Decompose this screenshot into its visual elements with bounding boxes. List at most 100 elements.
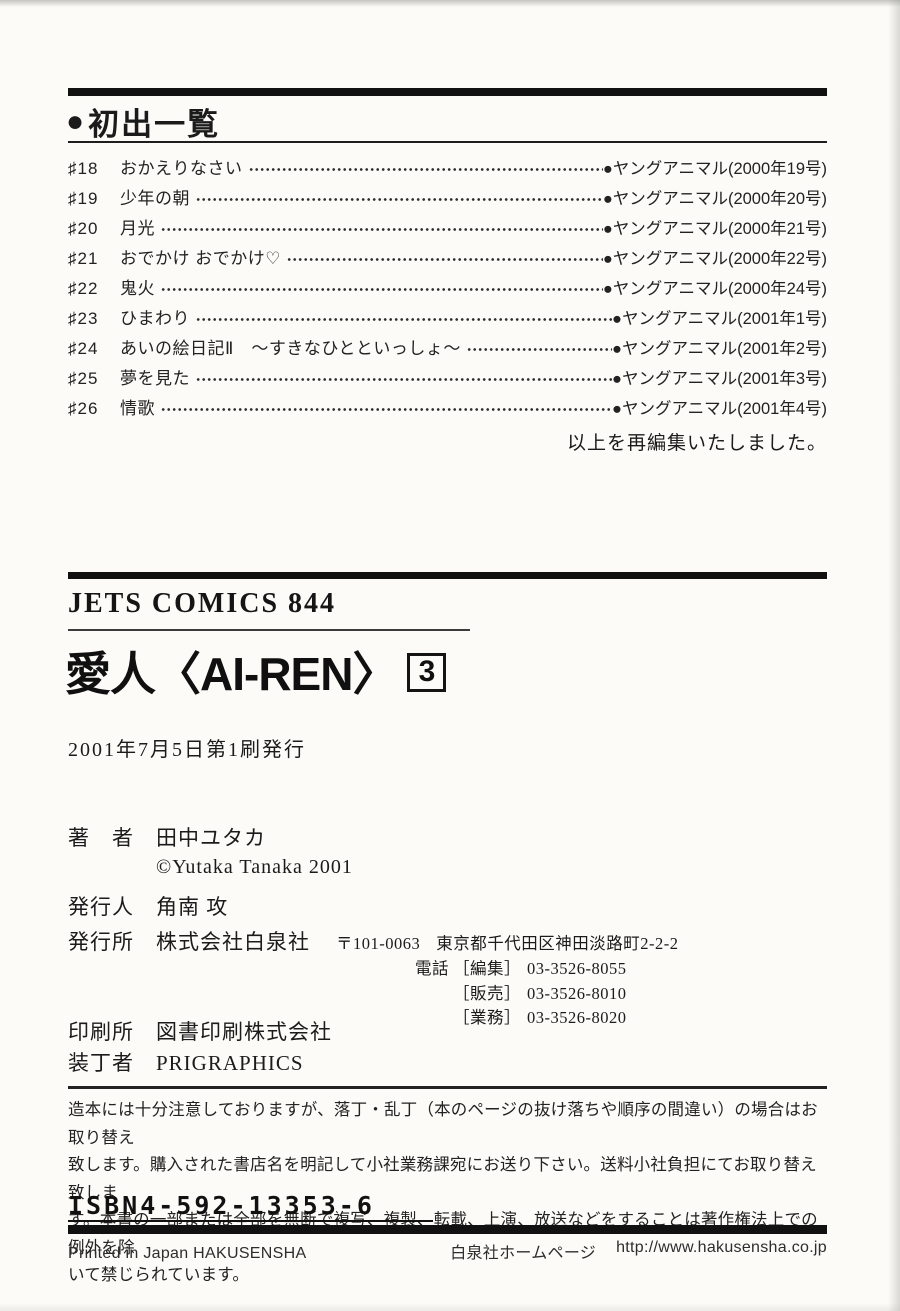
copyright-row: ©Yutaka Tanaka 2001	[68, 856, 353, 879]
list-item: ♯22 鬼火 ●ヤングアニマル(2000年24号)	[68, 274, 827, 304]
chapter-title: 鬼火	[120, 279, 155, 298]
magazine-source: ●ヤングアニマル(2000年21号)	[602, 220, 827, 238]
printed-in-label: Printed in Japan HAKUSENSHA	[68, 1245, 307, 1262]
magazine-source: ●ヤングアニマル(2000年24号)	[602, 280, 827, 298]
homepage-url: http://www.hakusensha.co.jp	[616, 1239, 827, 1256]
chapter-number: ♯21	[68, 249, 99, 268]
phone-number: 03-3526-8020	[527, 1008, 627, 1027]
volume-badge: 3	[407, 652, 447, 692]
dot-leader	[196, 375, 612, 383]
publisher-name: 角南 攻	[156, 895, 229, 919]
legal-notice: 造本には十分注意しておりますが、落丁・乱丁（本のページの抜け落ちや順序の間違い）…	[68, 1096, 827, 1289]
footer-divider-bar	[68, 1225, 827, 1234]
phone-dept: ［販売］	[453, 984, 521, 1003]
book-title: 愛人〈AI-REN〉 3	[65, 638, 447, 704]
magazine-source: ●ヤングアニマル(2000年19号)	[602, 160, 827, 178]
copyright-text: ©Yutaka Tanaka 2001	[156, 856, 353, 878]
first-appearance-heading-label: 初出一覧	[88, 107, 221, 142]
author-row: 著 者 田中ユタカ	[68, 822, 266, 852]
publishing-house-name: 株式会社白泉社	[156, 930, 310, 954]
chapter-title: あいの絵日記Ⅱ 〜すきなひとといっしょ〜	[120, 339, 461, 358]
dot-leader	[161, 405, 612, 413]
address: 東京都千代田区神田淡路町2-2-2	[436, 934, 679, 953]
list-item: ♯25 夢を見た ●ヤングアニマル(2001年3号)	[68, 364, 827, 394]
publisher-label: 発行人	[68, 895, 134, 919]
homepage-info: 白泉社ホームページ http://www.hakusensha.co.jp	[450, 1239, 827, 1263]
edition-date: 2001年7月5日第1刷発行	[68, 739, 306, 761]
magazine-source: ●ヤングアニマル(2000年22号)	[602, 250, 827, 268]
dot-leader	[161, 285, 603, 293]
chapter-title: 情歌	[120, 399, 155, 418]
dot-leader	[196, 195, 603, 203]
heading-underline	[68, 141, 827, 143]
chapter-number: ♯18	[68, 159, 99, 178]
author-label: 著 者	[68, 826, 134, 850]
printer-label: 印刷所	[68, 1020, 134, 1044]
phone-dept: ［業務］	[453, 1008, 521, 1027]
list-item: ♯21 おでかけ おでかけ♡ ●ヤングアニマル(2000年22号)	[68, 244, 827, 274]
isbn-number: ISBN4-592-13353-6	[68, 1191, 375, 1220]
chapter-title: ひまわり	[120, 309, 190, 328]
legal-line: 致します。購入された書店名を明記して小社業務課宛にお送り下さい。送料小社負担にて…	[68, 1155, 817, 1202]
chapter-title: 夢を見た	[120, 369, 190, 388]
phone-number: 03-3526-8010	[527, 984, 627, 1003]
isbn-underline	[68, 1220, 433, 1222]
dot-leader	[466, 345, 612, 353]
dot-leader	[248, 165, 603, 173]
list-item: ♯19 少年の朝 ●ヤングアニマル(2000年20号)	[68, 184, 827, 214]
chapter-number: ♯19	[68, 189, 99, 208]
author-name: 田中ユタカ	[156, 826, 266, 850]
list-item: ♯18 おかえりなさい ●ヤングアニマル(2000年19号)	[68, 154, 827, 184]
phone-prefix: 電話	[415, 959, 449, 978]
phone-row-editorial: 電話 ［編集］ 03-3526-8055	[415, 955, 627, 979]
reedit-note: 以上を再編集いたしました。	[566, 433, 827, 454]
publishing-house-row: 発行所 株式会社白泉社 〒101-0063 東京都千代田区神田淡路町2-2-2	[68, 926, 679, 956]
publishing-house-label: 発行所	[68, 930, 134, 954]
phone-row-sales: ［販売］ 03-3526-8010	[415, 980, 627, 1004]
chapter-number: ♯22	[68, 279, 99, 298]
legal-line: いて禁じられています。	[68, 1265, 250, 1284]
list-item: ♯23 ひまわり ●ヤングアニマル(2001年1号)	[68, 304, 827, 334]
legal-line: 造本には十分注意しておりますが、落丁・乱丁（本のページの抜け落ちや順序の間違い）…	[68, 1100, 818, 1147]
chapter-title: おでかけ おでかけ♡	[120, 249, 281, 268]
chapter-number: ♯26	[68, 399, 99, 418]
dot-leader	[161, 225, 603, 233]
postal-code: 〒101-0063	[336, 934, 421, 953]
top-divider-bar	[68, 88, 827, 96]
list-item: ♯20 月光 ●ヤングアニマル(2000年21号)	[68, 214, 827, 244]
phone-row-business: ［業務］ 03-3526-8020	[415, 1004, 627, 1028]
magazine-source: ●ヤングアニマル(2001年3号)	[611, 370, 827, 388]
book-title-text: 愛人〈AI-REN〉	[65, 648, 398, 700]
magazine-source: ●ヤングアニマル(2001年1号)	[611, 310, 827, 328]
magazine-source: ●ヤングアニマル(2001年4号)	[611, 400, 827, 418]
footer: Printed in Japan HAKUSENSHA 白泉社ホームページ ht…	[68, 1239, 827, 1263]
series-underline	[68, 629, 470, 631]
chapter-number: ♯23	[68, 309, 99, 328]
legal-line: す。本書の一部または全部を無断で複写、複製、転載、上演、放送などをすることは著作…	[68, 1210, 818, 1257]
series-label: JETS COMICS 844	[68, 588, 337, 619]
chapter-number: ♯25	[68, 369, 99, 388]
legal-divider	[68, 1086, 827, 1089]
chapter-title: おかえりなさい	[120, 159, 243, 178]
dot-leader	[196, 315, 612, 323]
magazine-source: ●ヤングアニマル(2000年20号)	[602, 190, 827, 208]
list-item: ♯24 あいの絵日記Ⅱ 〜すきなひとといっしょ〜 ●ヤングアニマル(2001年2…	[68, 334, 827, 364]
first-appearance-heading: ● 初出一覧	[66, 99, 220, 144]
publisher-row: 発行人 角南 攻	[68, 891, 228, 921]
bullet-icon: ●	[66, 104, 87, 138]
list-item: ♯26 情歌 ●ヤングアニマル(2001年4号)	[68, 394, 827, 424]
chapter-title: 月光	[120, 219, 155, 238]
designer-name: PRIGRAPHICS	[156, 1051, 304, 1075]
first-appearance-list: ♯18 おかえりなさい ●ヤングアニマル(2000年19号) ♯19 少年の朝 …	[68, 154, 827, 424]
designer-label: 装丁者	[68, 1051, 134, 1075]
chapter-title: 少年の朝	[120, 189, 190, 208]
magazine-source: ●ヤングアニマル(2001年2号)	[611, 340, 827, 358]
homepage-label: 白泉社ホームページ	[450, 1245, 597, 1262]
phone-dept: ［編集］	[453, 959, 521, 978]
designer-row: 装丁者 PRIGRAPHICS	[68, 1047, 304, 1077]
phone-number: 03-3526-8055	[527, 959, 627, 978]
chapter-number: ♯24	[68, 339, 99, 358]
chapter-number: ♯20	[68, 219, 99, 238]
dot-leader	[286, 255, 603, 263]
